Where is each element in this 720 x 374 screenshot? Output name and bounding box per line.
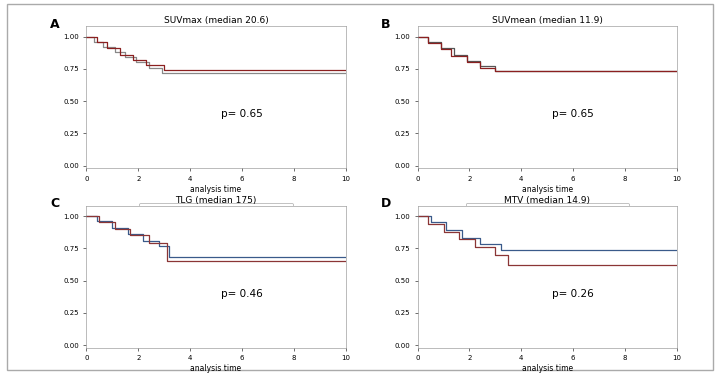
Legend: SUVmean>11.9, SUVmean<11.9: SUVmean>11.9, SUVmean<11.9 — [466, 203, 629, 215]
Text: A: A — [50, 18, 60, 31]
Text: B: B — [382, 18, 391, 31]
Text: D: D — [382, 197, 392, 210]
Title: SUVmax (median 20.6): SUVmax (median 20.6) — [163, 16, 269, 25]
Text: p= 0.46: p= 0.46 — [221, 289, 263, 299]
Text: p= 0.65: p= 0.65 — [552, 109, 594, 119]
Title: TLG (median 175): TLG (median 175) — [175, 196, 257, 205]
FancyBboxPatch shape — [7, 4, 713, 370]
X-axis label: analysis time: analysis time — [190, 364, 242, 373]
Text: p= 0.65: p= 0.65 — [221, 109, 263, 119]
X-axis label: analysis time: analysis time — [190, 185, 242, 194]
Text: C: C — [50, 197, 59, 210]
Text: p= 0.26: p= 0.26 — [552, 289, 594, 299]
X-axis label: analysis time: analysis time — [521, 185, 573, 194]
Title: SUVmean (median 11.9): SUVmean (median 11.9) — [492, 16, 603, 25]
Legend: SUVmax>20.6, SUVmax<20.6: SUVmax>20.6, SUVmax<20.6 — [140, 203, 292, 215]
X-axis label: analysis time: analysis time — [521, 364, 573, 373]
Title: MTV (median 14.9): MTV (median 14.9) — [504, 196, 590, 205]
